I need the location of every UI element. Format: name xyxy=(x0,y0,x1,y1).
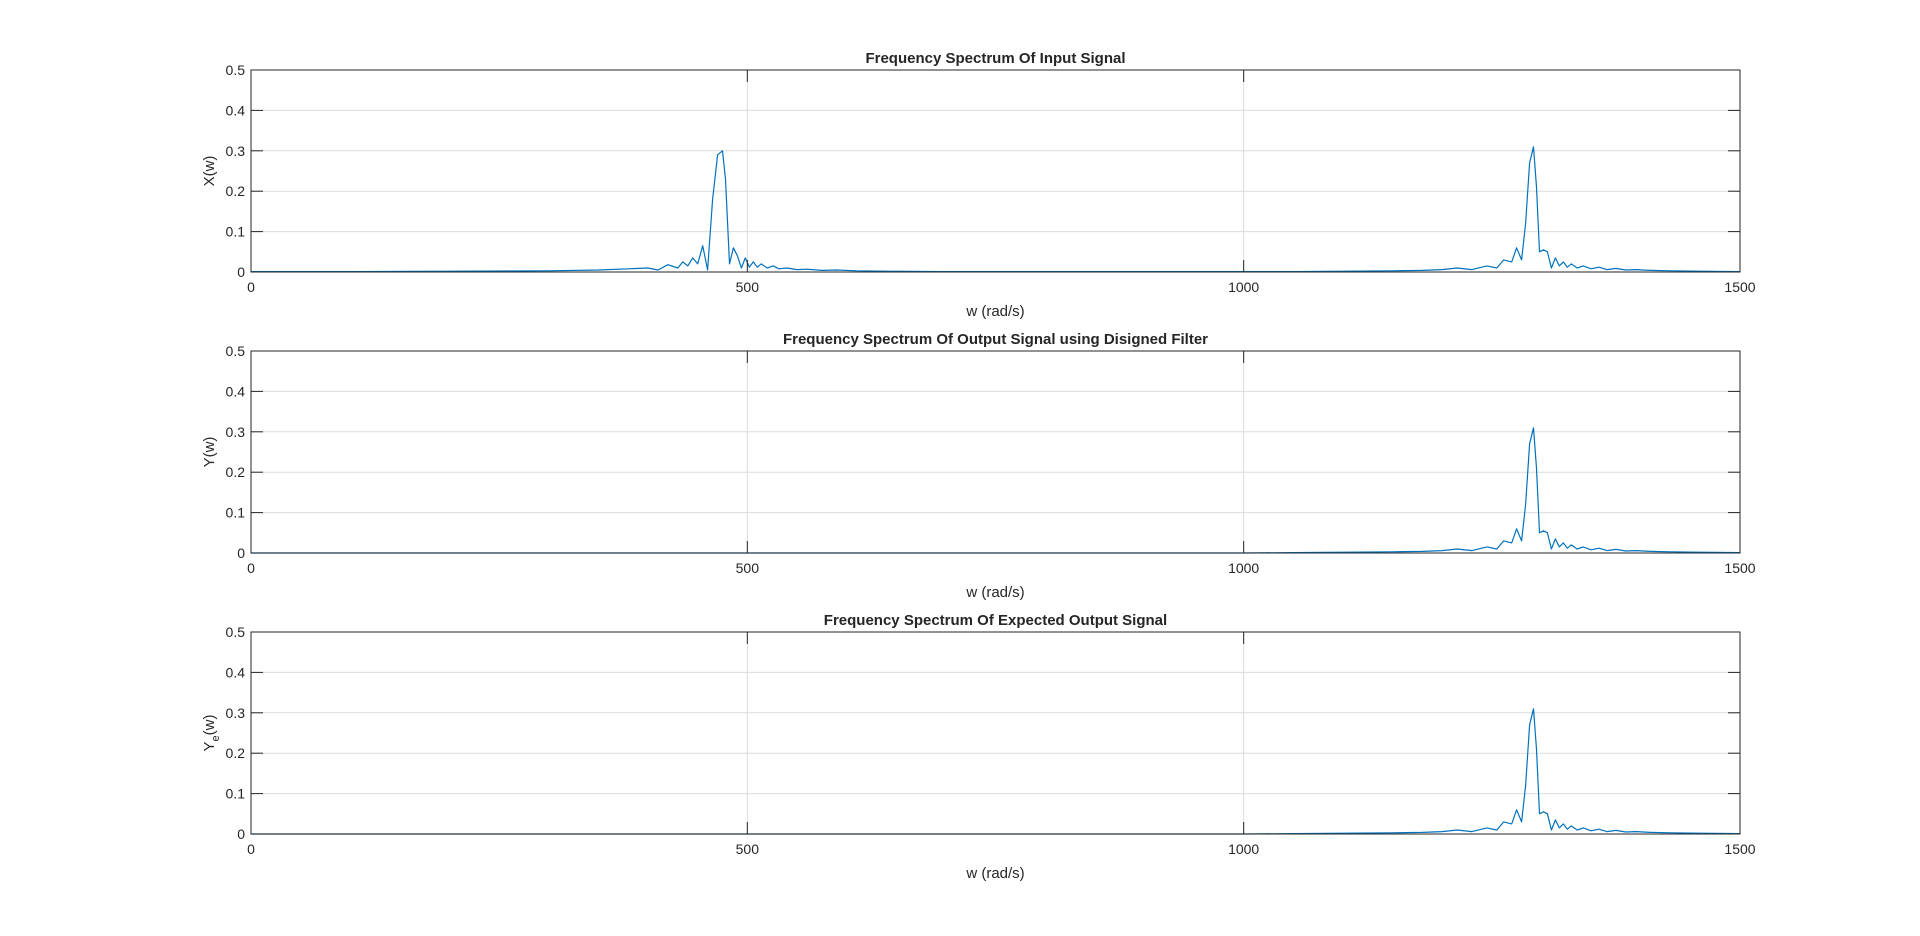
x-tick-label: 1000 xyxy=(1228,841,1259,857)
x-tick-label: 1500 xyxy=(1724,560,1755,576)
ticks: 0 500 1000 1500 0 0.1 0.2 0.3 0.4 0.5 xyxy=(226,62,1756,295)
series-line-expected xyxy=(251,708,1741,835)
grid xyxy=(251,351,1740,553)
y-axis-label-subscript: e xyxy=(210,735,222,741)
x-tick-label: 1500 xyxy=(1724,279,1755,295)
y-axis-label-main: Y xyxy=(201,741,218,751)
x-tick-label: 500 xyxy=(736,841,760,857)
x-tick-label: 0 xyxy=(247,279,255,295)
ticks: 0 500 1000 1500 0 0.1 0.2 0.3 0.4 0.5 xyxy=(226,343,1756,576)
y-tick-label: 0 xyxy=(237,826,245,842)
y-tick-label: 0.3 xyxy=(226,705,246,721)
x-tick-label: 0 xyxy=(247,841,255,857)
x-tick-label: 500 xyxy=(736,560,760,576)
y-tick-label: 0.5 xyxy=(226,343,246,359)
y-tick-label: 0.4 xyxy=(226,102,246,118)
chart-title: Frequency Spectrum Of Input Signal xyxy=(865,50,1125,67)
grid xyxy=(251,632,1740,834)
x-tick-label: 500 xyxy=(736,279,760,295)
y-axis-label: Y(w) xyxy=(201,437,218,468)
axes-input-spectrum: 0 500 1000 1500 0 0.1 0.2 0.3 0.4 0.5 Frequency S… xyxy=(201,50,1756,320)
series-line-output xyxy=(251,427,1741,554)
y-tick-label: 0.1 xyxy=(226,224,246,240)
y-tick-label: 0 xyxy=(237,264,245,280)
y-tick-label: 0.4 xyxy=(226,383,246,399)
ticks: 0 500 1000 1500 0 0.1 0.2 0.3 0.4 0.5 xyxy=(226,624,1756,857)
x-tick-label: 1500 xyxy=(1724,841,1755,857)
x-axis-label: w (rad/s) xyxy=(965,584,1024,601)
y-tick-label: 0.2 xyxy=(226,183,246,199)
x-tick-label: 1000 xyxy=(1228,279,1259,295)
x-tick-label: 1000 xyxy=(1228,560,1259,576)
chart-title: Frequency Spectrum Of Output Signal usin… xyxy=(783,331,1208,348)
y-axis-label-tail: (w) xyxy=(201,715,218,736)
axes-box xyxy=(250,350,1741,554)
y-tick-label: 0.1 xyxy=(226,505,246,521)
y-tick-label: 0.2 xyxy=(226,464,246,480)
axes-box xyxy=(250,631,1741,835)
x-axis-label: w (rad/s) xyxy=(965,865,1024,882)
y-tick-label: 0.5 xyxy=(226,62,246,78)
axes-box xyxy=(250,69,1741,273)
y-tick-label: 0.2 xyxy=(226,745,246,761)
y-tick-label: 0.5 xyxy=(226,624,246,640)
axes-output-spectrum: 0 500 1000 1500 0 0.1 0.2 0.3 0.4 0.5 Frequency S… xyxy=(201,331,1756,601)
y-tick-label: 0 xyxy=(237,545,245,561)
x-tick-label: 0 xyxy=(247,560,255,576)
y-tick-label: 0.3 xyxy=(226,424,246,440)
y-axis-label: X(w) xyxy=(201,156,218,187)
chart-title: Frequency Spectrum Of Expected Output Si… xyxy=(824,612,1167,629)
y-tick-label: 0.4 xyxy=(226,664,246,680)
x-axis-label: w (rad/s) xyxy=(965,303,1024,320)
y-tick-label: 0.1 xyxy=(226,786,246,802)
y-axis-label: Ye(w) xyxy=(201,715,222,752)
grid xyxy=(251,70,1740,272)
axes-expected-spectrum: 0 500 1000 1500 0 0.1 0.2 0.3 0.4 0.5 Frequency S… xyxy=(201,612,1756,882)
y-tick-label: 0.3 xyxy=(226,143,246,159)
